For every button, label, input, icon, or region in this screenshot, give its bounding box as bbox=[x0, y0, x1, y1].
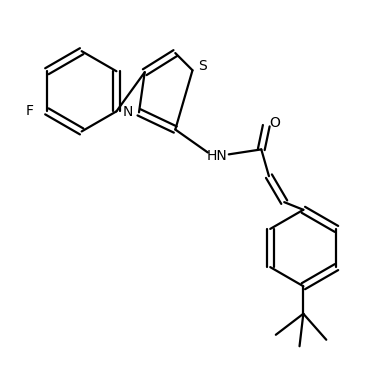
Text: HN: HN bbox=[207, 149, 228, 163]
Text: N: N bbox=[123, 105, 134, 119]
Text: F: F bbox=[26, 104, 34, 118]
Text: O: O bbox=[269, 116, 280, 130]
Text: S: S bbox=[198, 59, 206, 73]
